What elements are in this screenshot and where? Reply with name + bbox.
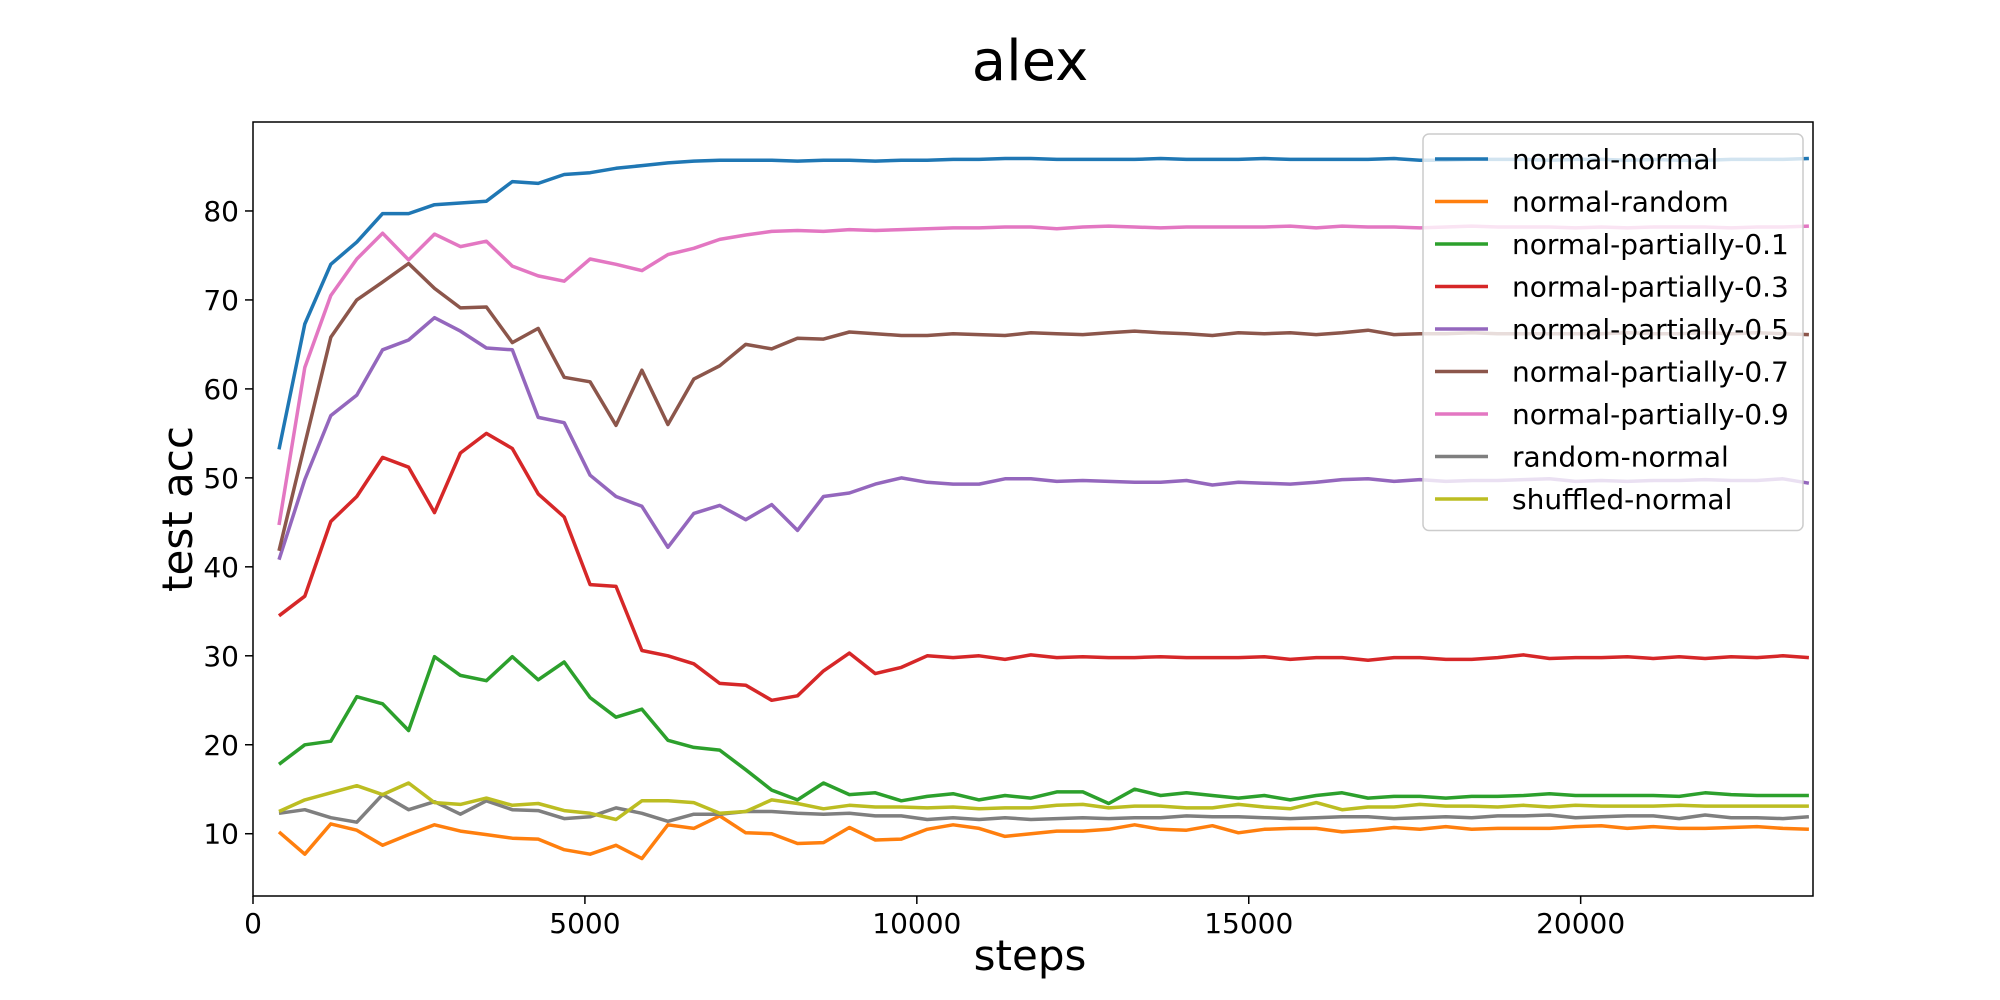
y-tick-label: 80: [203, 195, 239, 228]
chart-title: alex: [972, 29, 1088, 94]
legend: normal-normal normal-random normal-partial…: [1422, 133, 1804, 532]
legend-label: normal-partially-0.9: [1512, 398, 1789, 431]
x-tick-label: 20000: [1536, 907, 1625, 940]
y-tick-label: 70: [203, 284, 239, 317]
y-tick-label: 50: [203, 462, 239, 495]
y-tick-label: 30: [203, 640, 239, 673]
legend-box: [1422, 133, 1804, 532]
legend-label: normal-partially-0.1: [1512, 228, 1789, 261]
legend-label: normal-normal: [1512, 143, 1718, 176]
x-tick-label: 0: [244, 907, 262, 940]
x-tick-label: 5000: [549, 907, 620, 940]
y-axis-label: test acc: [153, 426, 202, 592]
series-line-shuffled-normal: [278, 781, 1809, 822]
legend-label: normal-partially-0.7: [1512, 356, 1789, 389]
y-tick-label: 40: [203, 551, 239, 584]
series-line-random-normal: [278, 792, 1810, 824]
legend-label: normal-partially-0.3: [1512, 271, 1789, 304]
legend-label: normal-random: [1512, 186, 1729, 219]
x-tick-label: 15000: [1204, 907, 1293, 940]
x-axis-ticks: 0 5000 10000 15000 20000: [244, 896, 1625, 940]
legend-label: normal-partially-0.5: [1512, 313, 1789, 346]
plot-area: [277, 156, 1810, 861]
y-tick-label: 60: [203, 373, 239, 406]
x-tick-label: 10000: [872, 907, 961, 940]
legend-label: random-normal: [1512, 441, 1729, 474]
plot-frame: [252, 121, 1814, 897]
y-tick-label: 10: [203, 818, 239, 851]
y-axis-ticks: 10 20 30 40 50 60 70 80: [203, 195, 253, 851]
x-axis-label: steps: [974, 931, 1087, 980]
series-line-normal-partially-0.1: [277, 654, 1809, 806]
series-line-normal-random: [277, 814, 1809, 861]
series-line-normal-partially-0.3: [277, 431, 1810, 703]
legend-label: shuffled-normal: [1512, 483, 1732, 516]
y-tick-label: 20: [203, 729, 239, 762]
